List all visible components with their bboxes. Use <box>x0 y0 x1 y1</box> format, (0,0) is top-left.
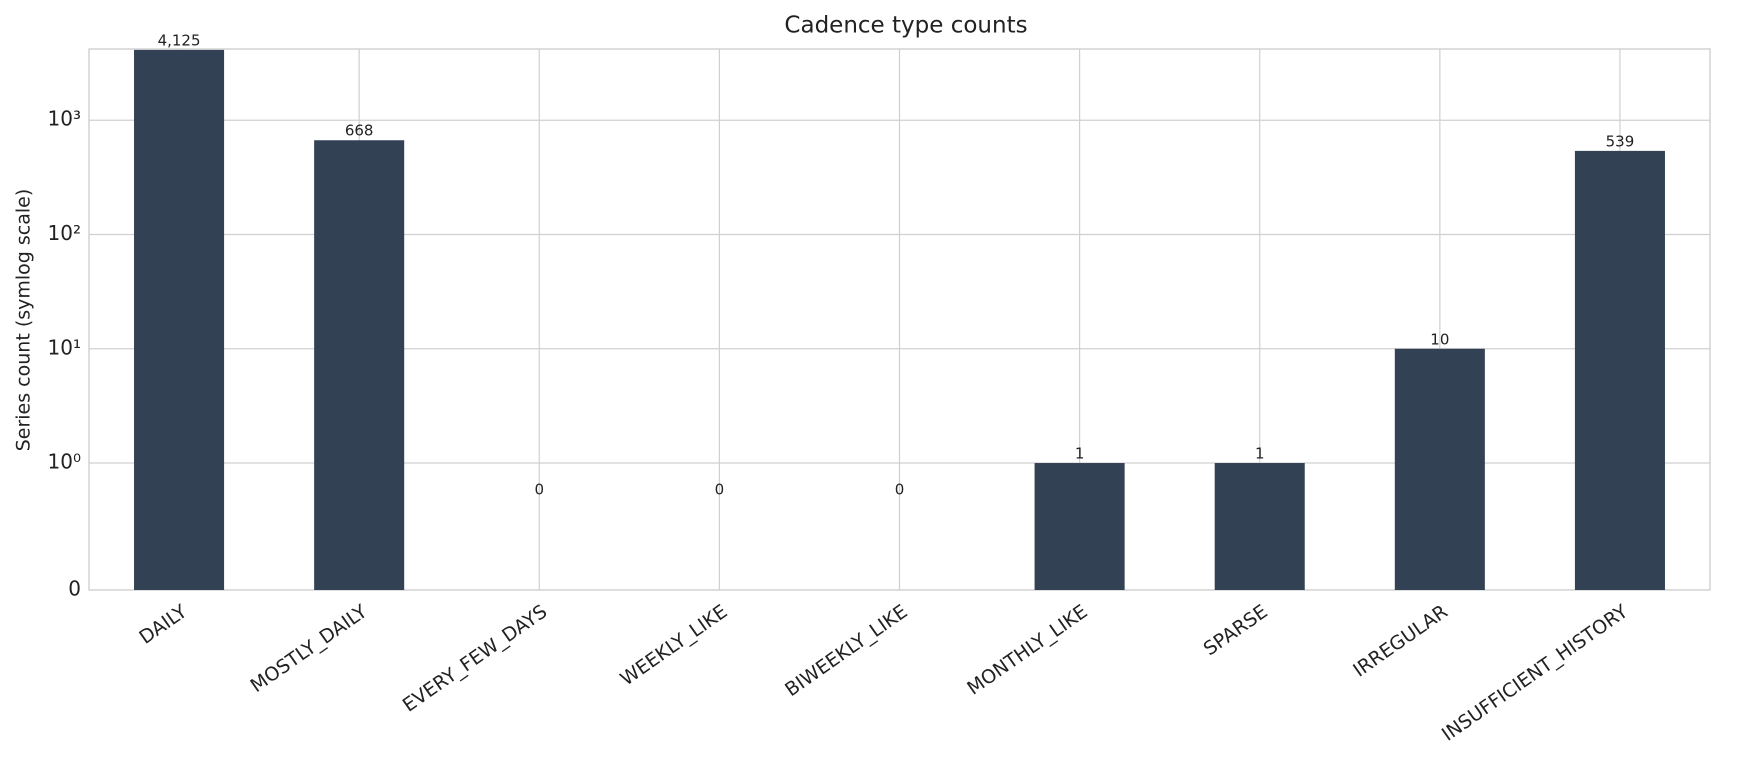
y-tick-label: 10⁰ <box>48 450 81 474</box>
value-label: 539 <box>1606 132 1635 150</box>
x-tick-label: EVERY_FEW_DAYS <box>399 601 552 717</box>
x-tick-label: MOSTLY_DAILY <box>247 600 372 697</box>
x-tick-label: SPARSE <box>1200 601 1272 661</box>
y-tick-label: 0 <box>68 577 81 601</box>
value-label: 10 <box>1430 330 1449 348</box>
bar <box>1214 463 1305 590</box>
value-label: 1 <box>1075 445 1085 463</box>
bar <box>1034 463 1125 590</box>
bar <box>1574 150 1665 590</box>
x-tick-label: IRREGULAR <box>1349 601 1452 682</box>
bar <box>1394 348 1485 590</box>
value-label: 4,125 <box>158 31 201 49</box>
x-tick-label: WEEKLY_LIKE <box>616 601 731 691</box>
y-axis-label: Series count (symlog scale) <box>13 189 35 452</box>
x-tick-label: MONTHLY_LIKE <box>963 601 1091 700</box>
y-tick-label: 10¹ <box>48 335 81 359</box>
value-label: 668 <box>345 122 374 140</box>
value-label: 1 <box>1255 445 1265 463</box>
bar <box>134 49 225 590</box>
chart-title: Cadence type counts <box>784 13 1027 39</box>
bar <box>314 140 405 590</box>
x-tick-label: DAILY <box>135 600 191 648</box>
value-label: 0 <box>535 481 545 499</box>
x-tick-label: BIWEEKLY_LIKE <box>781 601 911 701</box>
value-label: 0 <box>895 481 905 499</box>
y-tick-label: 10³ <box>48 107 81 131</box>
value-label: 0 <box>715 481 725 499</box>
x-tick-label: INSUFFICIENT_HISTORY <box>1438 600 1632 745</box>
y-tick-label: 10² <box>48 221 81 245</box>
